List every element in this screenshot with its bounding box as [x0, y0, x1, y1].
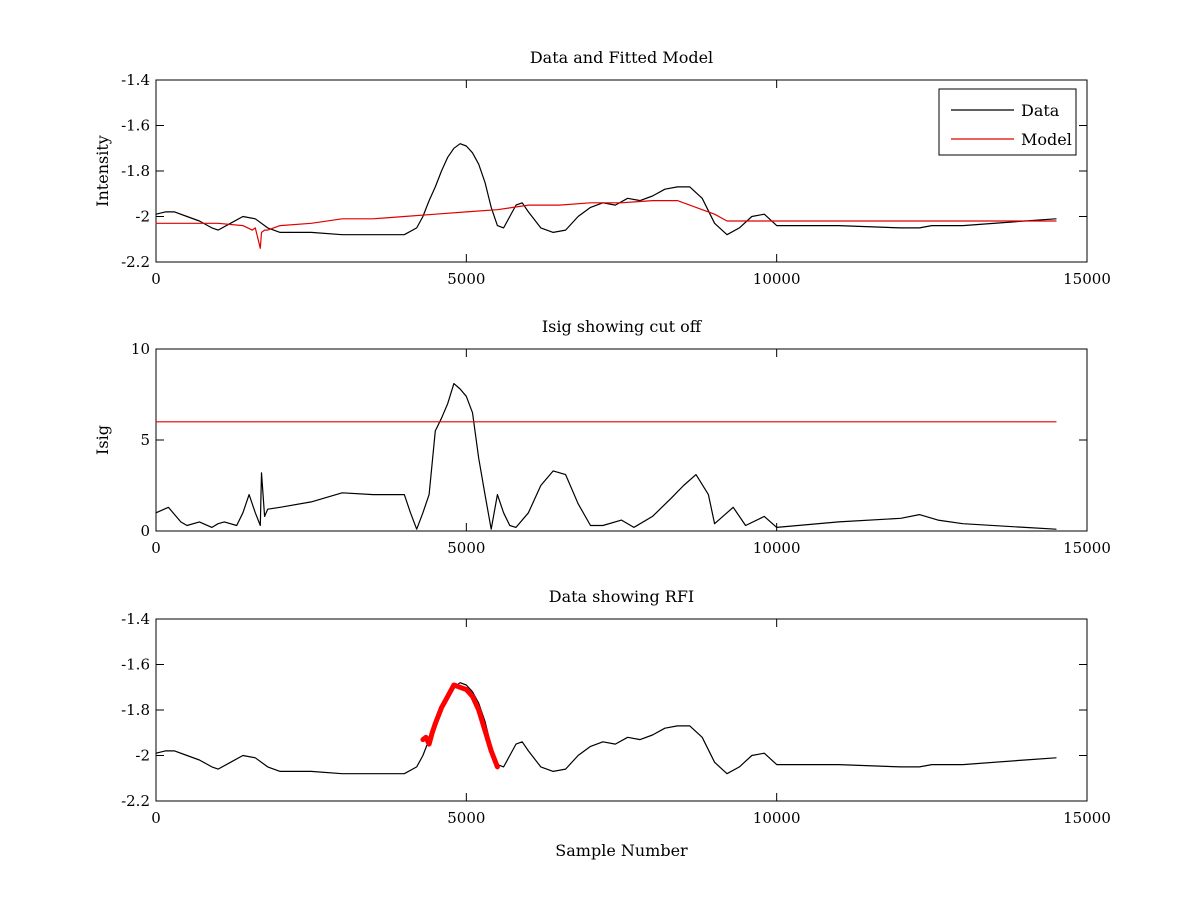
subplot-title: Isig showing cut off [542, 317, 703, 336]
plot-area [155, 618, 1088, 802]
y-tick-label: -2 [135, 208, 150, 226]
x-tick-label: 15000 [1063, 270, 1111, 288]
subplot-2: 0 5000 10000 15000 0 5 10 Isig showing cut off I… [93, 317, 1111, 557]
y-tick-label: -1.4 [121, 610, 150, 628]
x-tick-label: 15000 [1063, 809, 1111, 827]
x-tick-label: 0 [151, 539, 161, 557]
y-tick-label: -2.2 [121, 253, 150, 271]
model-series-line [155, 200, 1057, 249]
y-tick-label: -1.8 [121, 701, 150, 719]
x-tick-label: 0 [151, 270, 161, 288]
y-tick-label: -1.4 [121, 71, 150, 89]
legend-box [938, 88, 1077, 156]
subplot-title: Data showing RFI [549, 587, 694, 606]
subplot-1: 0 5000 10000 15000 -2.2 -2 -1.8 -1.6 -1.4 Data an… [93, 48, 1111, 288]
x-tick-label: 10000 [753, 809, 801, 827]
series-line [155, 383, 1057, 530]
data-series-line [155, 143, 1057, 236]
legend-label: Data [1021, 101, 1060, 120]
x-tick-label: 5000 [447, 809, 485, 827]
x-tick-label: 10000 [753, 270, 801, 288]
plot-area [155, 348, 1088, 532]
y-tick-label: -2.2 [121, 792, 150, 810]
y-tick-label: 0 [140, 522, 150, 540]
y-tick-label: -1.6 [121, 117, 150, 135]
y-axis-label: Intensity [93, 135, 112, 207]
y-tick-label: -2 [135, 747, 150, 765]
x-tick-label: 5000 [447, 270, 485, 288]
y-tick-label: -1.6 [121, 656, 150, 674]
y-tick-label: 5 [140, 431, 150, 449]
y-tick-label: 10 [131, 340, 150, 358]
x-tick-label: 15000 [1063, 539, 1111, 557]
x-axis-label: Sample Number [555, 841, 688, 860]
x-tick-label: 10000 [753, 539, 801, 557]
subplot-title: Data and Fitted Model [530, 48, 713, 67]
series-line [155, 682, 1057, 775]
legend: Data Model [938, 88, 1077, 156]
legend-label: Model [1021, 130, 1072, 149]
y-axis-label: Isig [93, 425, 112, 455]
plot-area [155, 79, 1088, 263]
y-tick-label: -1.8 [121, 162, 150, 180]
x-tick-label: 5000 [447, 539, 485, 557]
x-tick-label: 0 [151, 809, 161, 827]
rfi-highlight-line [420, 682, 500, 770]
subplot-3: 0 5000 10000 15000 -2.2 -2 -1.8 -1.6 -1.4 Data sh… [121, 587, 1111, 860]
